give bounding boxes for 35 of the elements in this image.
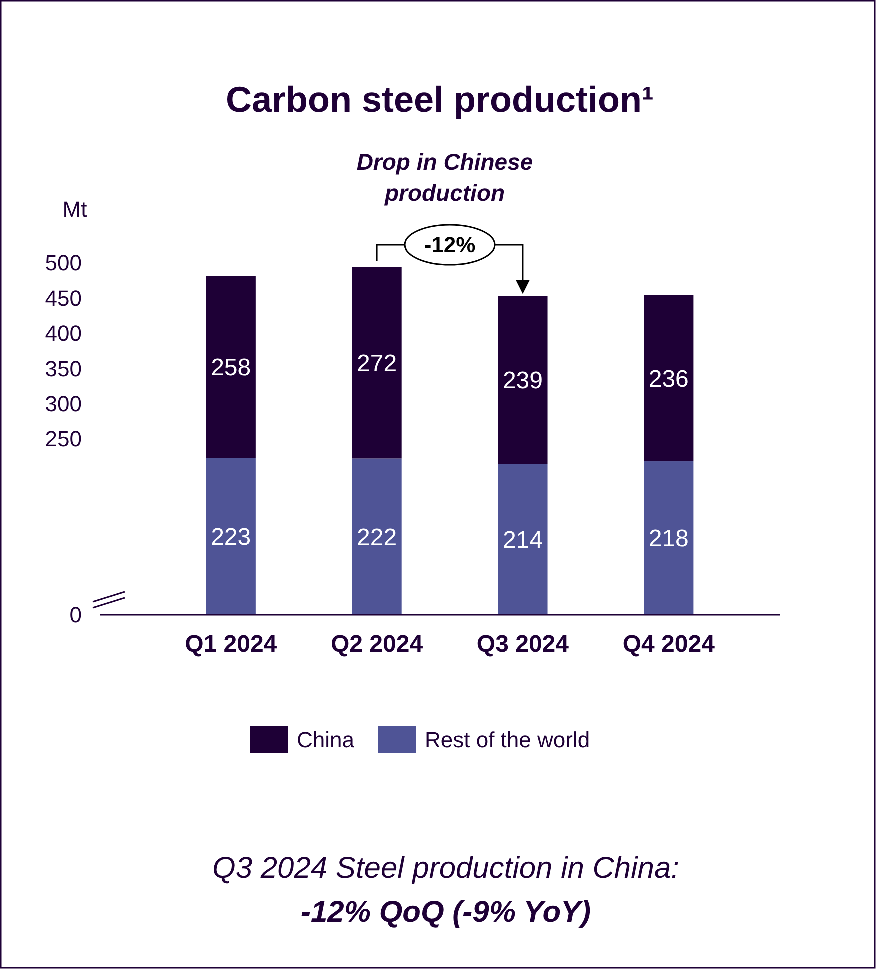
x-tick-label: Q4 2024 [622, 631, 716, 658]
y-tick-label: 300 [45, 392, 82, 416]
chart-title: Carbon steel production¹ [226, 79, 654, 120]
data-label: 258 [211, 354, 252, 382]
data-label: 214 [502, 527, 543, 554]
text: -12% [424, 232, 476, 258]
data-label: 272 [357, 350, 398, 378]
data-label: 222 [357, 524, 398, 552]
x-tick-label: Q1 2024 [185, 631, 278, 658]
legend-label: Rest of the world [425, 728, 590, 753]
x-tick-label: Q2 2024 [331, 631, 424, 658]
x-tick-label: Q3 2024 [476, 631, 570, 658]
bar [352, 458, 402, 615]
data-label: 236 [648, 366, 689, 393]
bar [206, 458, 256, 615]
bar [498, 296, 548, 464]
y-tick-label: 500 [45, 250, 82, 276]
text: -12% QoQ (-9% YoY) [300, 896, 592, 929]
y-tick-label: 0 [70, 602, 82, 628]
y-tick-label: 250 [45, 426, 82, 452]
bar [644, 462, 694, 615]
y-axis-title: Mt [62, 197, 88, 222]
data-label: 239 [502, 368, 543, 395]
bar [498, 464, 548, 615]
text: Drop in Chinese production [356, 149, 534, 206]
y-tick-label: 400 [45, 321, 82, 346]
y-tick-label: 450 [45, 286, 82, 311]
text: Q3 2024 Steel production in China: [212, 852, 680, 885]
y-tick-label: 350 [45, 356, 82, 382]
bar [352, 267, 402, 459]
bar [644, 295, 694, 462]
data-label: 218 [648, 526, 689, 553]
legend-label: China [297, 728, 356, 753]
data-label: 223 [211, 524, 252, 551]
bar [206, 276, 256, 458]
